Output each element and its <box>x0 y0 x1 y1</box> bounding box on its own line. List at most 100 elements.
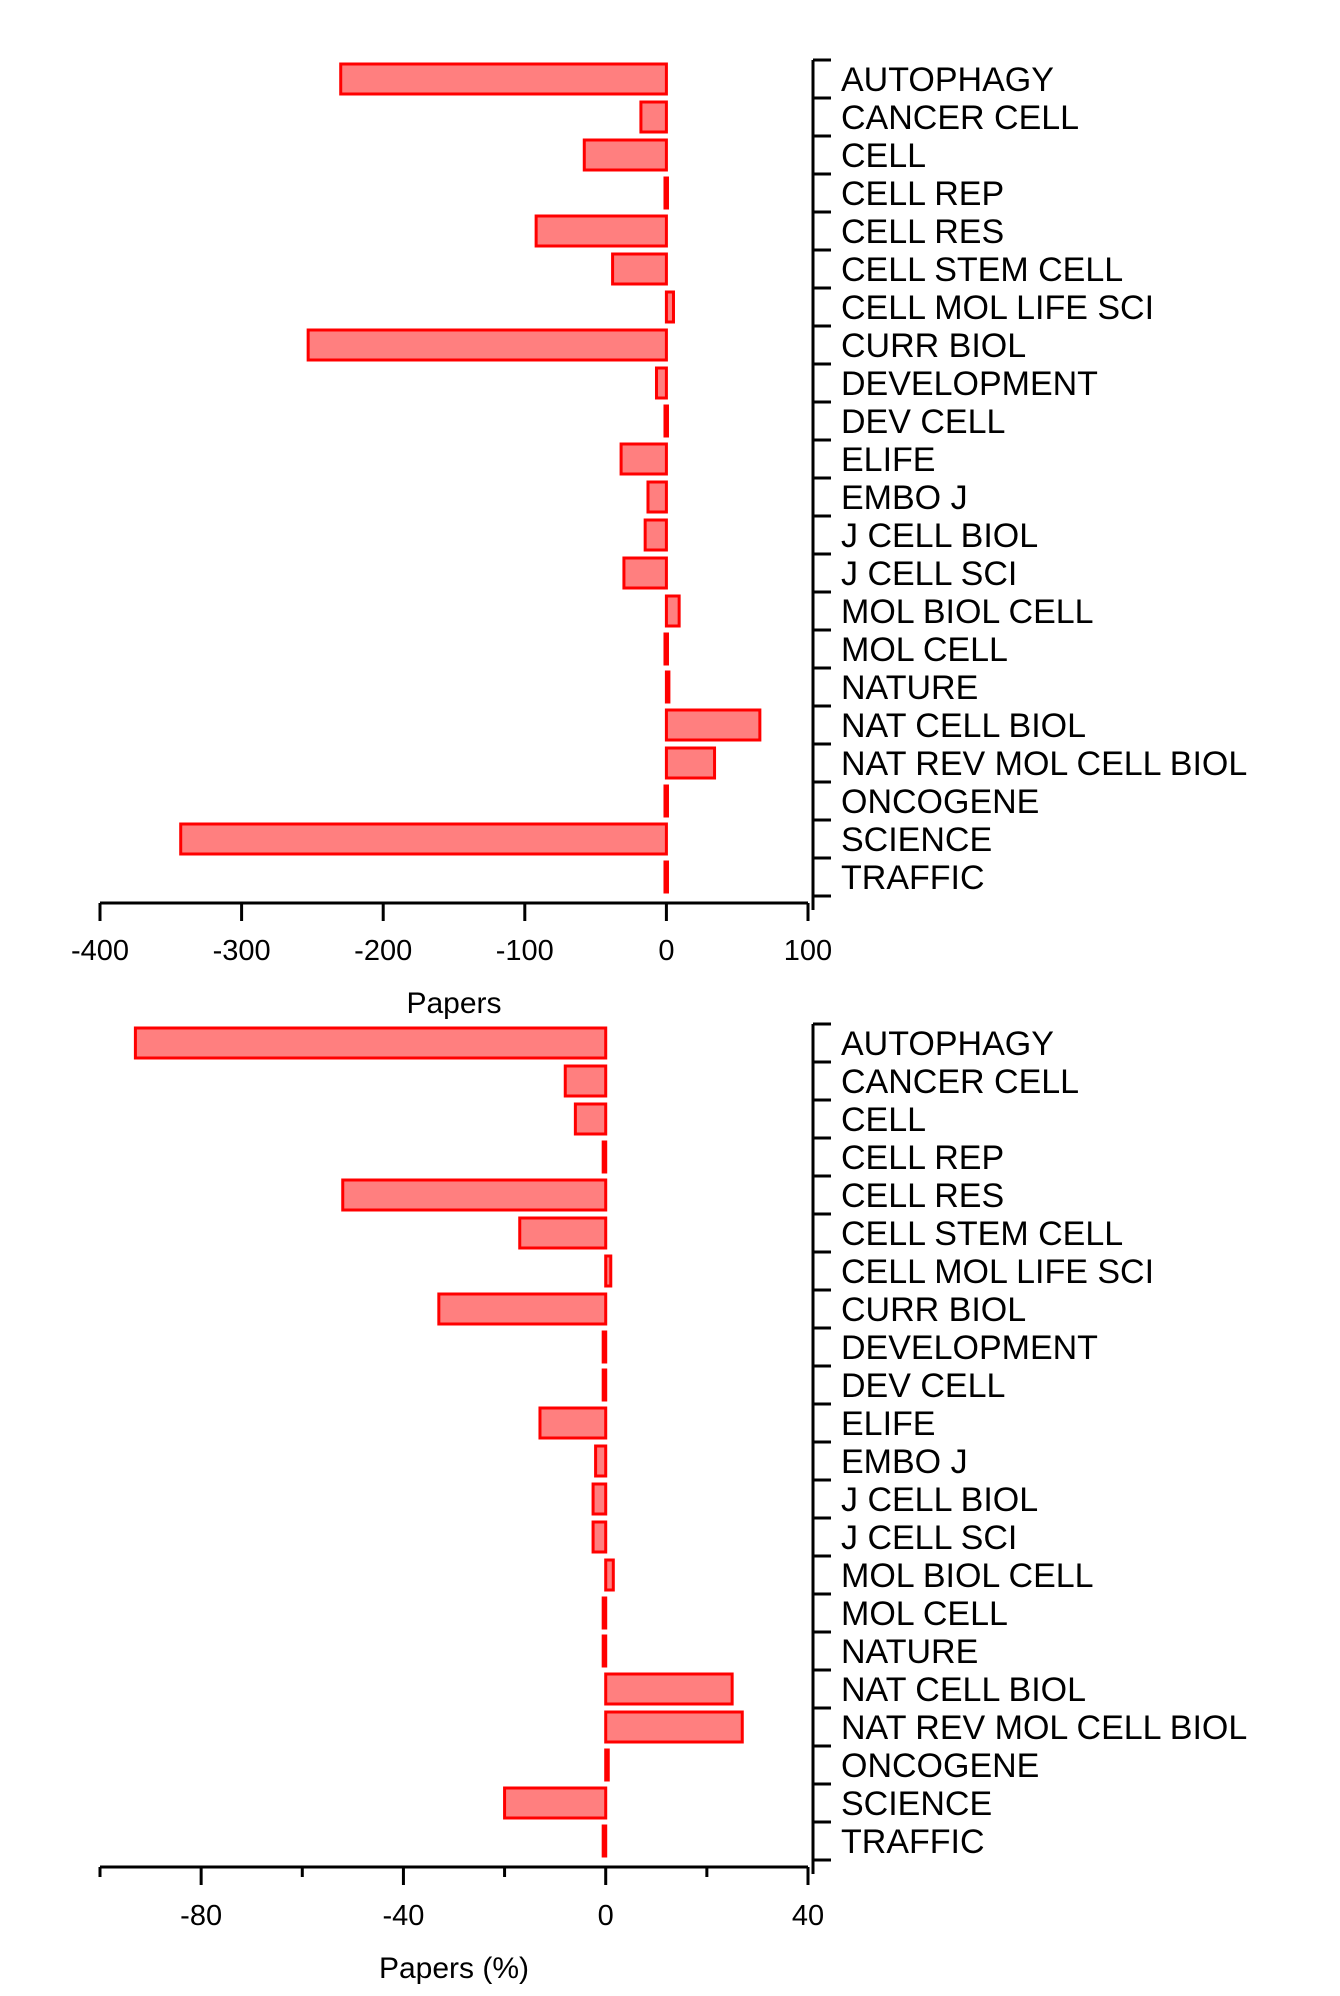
bar-cell-rep <box>601 1140 608 1174</box>
x-tick-label: 0 <box>598 1900 614 1932</box>
category-label: CURR BIOL <box>841 1291 1026 1329</box>
bar-j-cell-sci <box>591 1520 608 1554</box>
bar-cell-stem-cell <box>611 252 668 286</box>
x-tick-label: -100 <box>496 935 554 967</box>
category-label: ONCOGENE <box>841 1747 1039 1785</box>
category-label: CANCER CELL <box>841 99 1079 137</box>
category-label: ONCOGENE <box>841 783 1039 821</box>
category-label: EMBO J <box>841 479 968 517</box>
bar-elife <box>538 1406 608 1440</box>
category-label: DEVELOPMENT <box>841 365 1098 403</box>
category-label: NATURE <box>841 669 978 707</box>
category-label: CELL <box>841 137 926 175</box>
category-label: ELIFE <box>841 441 935 479</box>
category-label: MOL BIOL CELL <box>841 1557 1094 1595</box>
category-label: J CELL BIOL <box>841 517 1038 555</box>
bar-curr-biol <box>437 1292 608 1326</box>
category-label: EMBO J <box>841 1443 968 1481</box>
bar-science <box>179 822 668 856</box>
bar-cell-res <box>341 1178 608 1212</box>
x-tick-label: -40 <box>382 1900 424 1932</box>
bar-nature <box>664 670 671 704</box>
category-label: CELL MOL LIFE SCI <box>841 1253 1154 1291</box>
bar-cell <box>582 138 668 172</box>
bar-nat-cell-biol <box>664 708 762 742</box>
bar-development <box>654 366 668 400</box>
bar-traffic <box>663 860 669 894</box>
category-label: NAT REV MOL CELL BIOL <box>841 745 1247 783</box>
category-label: MOL CELL <box>841 1595 1008 1633</box>
category-label: MOL CELL <box>841 631 1008 669</box>
bar-cell-stem-cell <box>518 1216 608 1250</box>
bar-embo-j <box>646 480 668 514</box>
category-label: DEVELOPMENT <box>841 1329 1098 1367</box>
bar-autophagy <box>339 62 668 96</box>
bar-cell-rep <box>663 176 669 210</box>
category-label: AUTOPHAGY <box>841 1025 1054 1063</box>
category-label: CELL STEM CELL <box>841 251 1123 289</box>
x-axis-title: Papers <box>406 987 501 1020</box>
category-label: MOL BIOL CELL <box>841 593 1094 631</box>
bar-cell <box>573 1102 608 1136</box>
x-tick-label: 40 <box>792 1900 824 1932</box>
category-label: CELL REP <box>841 1139 1004 1177</box>
bar-dev-cell <box>663 404 669 438</box>
bar-oncogene <box>663 784 669 818</box>
category-label: CELL REP <box>841 175 1004 213</box>
x-tick-label: -200 <box>354 935 412 967</box>
category-label: NATURE <box>841 1633 978 1671</box>
x-axis-title: Papers (%) <box>379 1952 529 1985</box>
category-label: CANCER CELL <box>841 1063 1079 1101</box>
bar-j-cell-biol <box>643 518 668 552</box>
bar-cancer-cell <box>639 100 668 134</box>
bar-cell-mol-life-sci <box>604 1254 613 1288</box>
x-tick-label: -400 <box>71 935 129 967</box>
bar-dev-cell <box>601 1368 608 1402</box>
category-label: NAT CELL BIOL <box>841 707 1086 745</box>
bar-mol-biol-cell <box>664 594 681 628</box>
category-label: J CELL SCI <box>841 1519 1017 1557</box>
category-label: DEV CELL <box>841 1367 1005 1405</box>
bar-science <box>503 1786 608 1820</box>
bar-elife <box>619 442 668 476</box>
x-tick-label: 0 <box>658 935 674 967</box>
bar-embo-j <box>594 1444 608 1478</box>
category-label: SCIENCE <box>841 821 992 859</box>
category-label: CELL RES <box>841 1177 1004 1215</box>
x-tick-label: -80 <box>180 1900 222 1932</box>
category-label: CELL <box>841 1101 926 1139</box>
bar-mol-cell <box>663 632 669 666</box>
category-label: CELL RES <box>841 213 1004 251</box>
bar-j-cell-biol <box>591 1482 608 1516</box>
bar-nat-rev-mol-cell-biol <box>604 1710 744 1744</box>
category-label: TRAFFIC <box>841 1823 985 1861</box>
x-tick-label: -300 <box>213 935 271 967</box>
category-label: CURR BIOL <box>841 327 1026 365</box>
category-label: SCIENCE <box>841 1785 992 1823</box>
bar-cell-res <box>534 214 668 248</box>
category-label: NAT CELL BIOL <box>841 1671 1086 1709</box>
bar-mol-cell <box>601 1596 608 1630</box>
category-label: CELL MOL LIFE SCI <box>841 289 1154 327</box>
category-label: ELIFE <box>841 1405 935 1443</box>
bar-j-cell-sci <box>622 556 668 590</box>
x-tick-label: 100 <box>784 935 832 967</box>
category-label: TRAFFIC <box>841 859 985 897</box>
category-label: J CELL SCI <box>841 555 1017 593</box>
bar-cell-mol-life-sci <box>664 290 675 324</box>
bar-traffic <box>601 1824 608 1858</box>
category-label: NAT REV MOL CELL BIOL <box>841 1709 1247 1747</box>
bar-nature <box>601 1634 608 1668</box>
category-label: AUTOPHAGY <box>841 61 1054 99</box>
bar-development <box>601 1330 608 1364</box>
bar-mol-biol-cell <box>604 1558 615 1592</box>
category-label: J CELL BIOL <box>841 1481 1038 1519</box>
bar-autophagy <box>133 1026 608 1060</box>
category-label: CELL STEM CELL <box>841 1215 1123 1253</box>
bar-oncogene <box>604 1748 610 1782</box>
bar-curr-biol <box>306 328 668 362</box>
category-label: DEV CELL <box>841 403 1005 441</box>
bar-nat-rev-mol-cell-biol <box>664 746 717 780</box>
bar-nat-cell-biol <box>604 1672 734 1706</box>
